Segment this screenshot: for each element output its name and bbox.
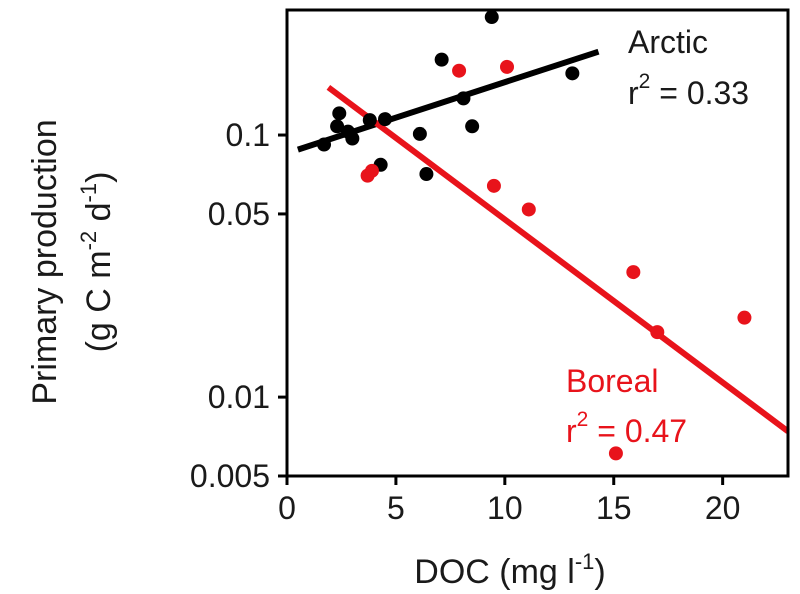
boreal-label: Boreal [566, 363, 659, 399]
boreal-point [486, 178, 501, 193]
arctic-label: Arctic [628, 24, 708, 60]
arctic-point [332, 106, 347, 121]
y-tick-label: 0.05 [208, 196, 270, 232]
x-tick-label: 15 [596, 490, 632, 526]
boreal-point [452, 63, 467, 78]
arctic-point [434, 52, 449, 67]
y-axis-title-line2: (g C m-2 d-1) [76, 172, 118, 353]
x-axis-ticks: 0 5 10 15 20 [278, 476, 740, 526]
arctic-point [419, 167, 434, 182]
boreal-r2: r2 = 0.47 [566, 408, 687, 449]
data-points [317, 10, 752, 461]
arctic-point [330, 119, 345, 134]
x-tick-label: 20 [705, 490, 741, 526]
y-tick-label: 0.1 [226, 117, 270, 153]
arctic-point [565, 66, 580, 81]
y-axis-title-line1: Primary production [26, 119, 64, 404]
plot-frame [285, 8, 790, 478]
boreal-point [500, 59, 515, 74]
arctic-point [465, 119, 480, 134]
arctic-point [362, 113, 377, 128]
y-tick-label: 0.01 [208, 379, 270, 415]
x-tick-label: 0 [278, 490, 296, 526]
boreal-point [650, 325, 665, 340]
boreal-point [608, 446, 623, 461]
arctic-point [412, 126, 427, 141]
arctic-point [345, 131, 360, 146]
y-axis-ticks: 0.1 0.05 0.01 0.005 [190, 117, 287, 494]
arctic-point [378, 112, 393, 127]
x-axis-title: DOC (mg l-1) [414, 549, 605, 591]
boreal-point [626, 265, 641, 280]
x-tick-label: 5 [387, 490, 405, 526]
boreal-point [737, 310, 752, 325]
boreal-point [521, 202, 536, 217]
arctic-point [317, 137, 332, 152]
boreal-point [364, 163, 379, 178]
arctic-r2: r2 = 0.33 [628, 70, 749, 111]
arctic-point [484, 10, 499, 25]
x-tick-label: 10 [487, 490, 523, 526]
y-tick-label: 0.005 [190, 458, 270, 494]
arctic-point [456, 91, 471, 106]
boreal-fit-line [326, 84, 790, 434]
